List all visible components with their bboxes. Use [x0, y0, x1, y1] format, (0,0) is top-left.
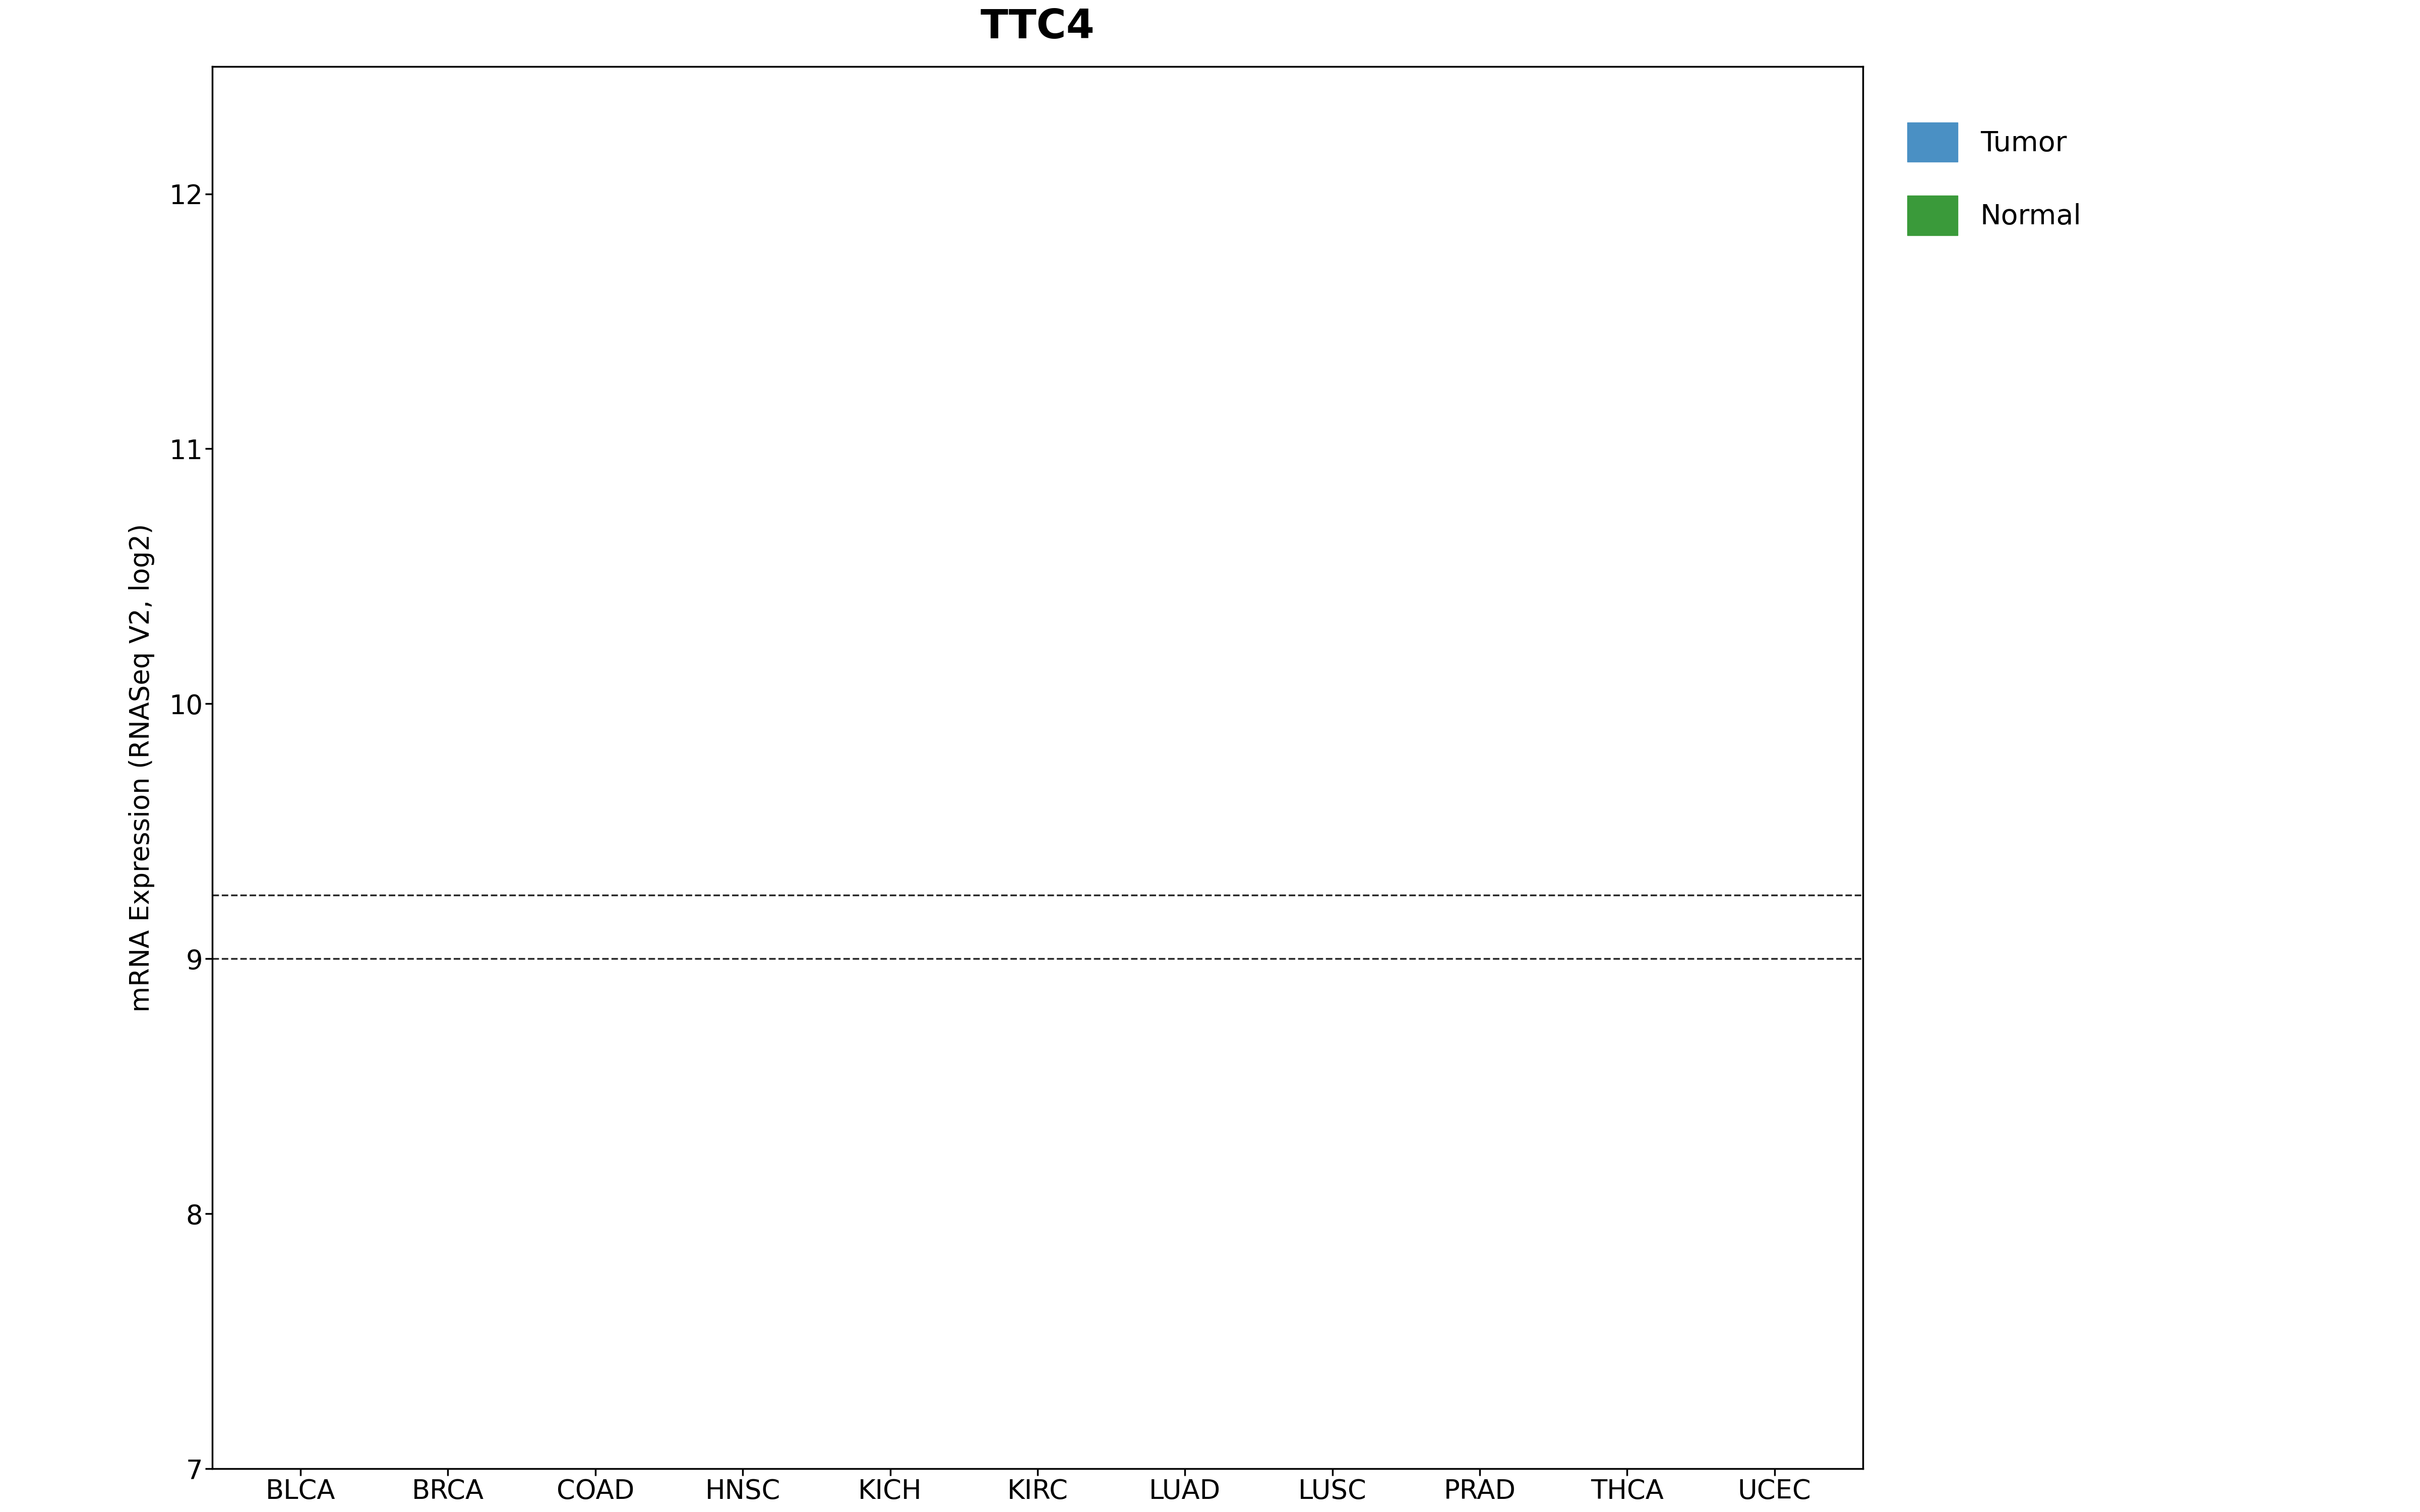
Legend: Tumor, Normal: Tumor, Normal — [1892, 109, 2096, 249]
Y-axis label: mRNA Expression (RNASeq V2, log2): mRNA Expression (RNASeq V2, log2) — [128, 523, 155, 1012]
Title: TTC4: TTC4 — [980, 8, 1094, 47]
